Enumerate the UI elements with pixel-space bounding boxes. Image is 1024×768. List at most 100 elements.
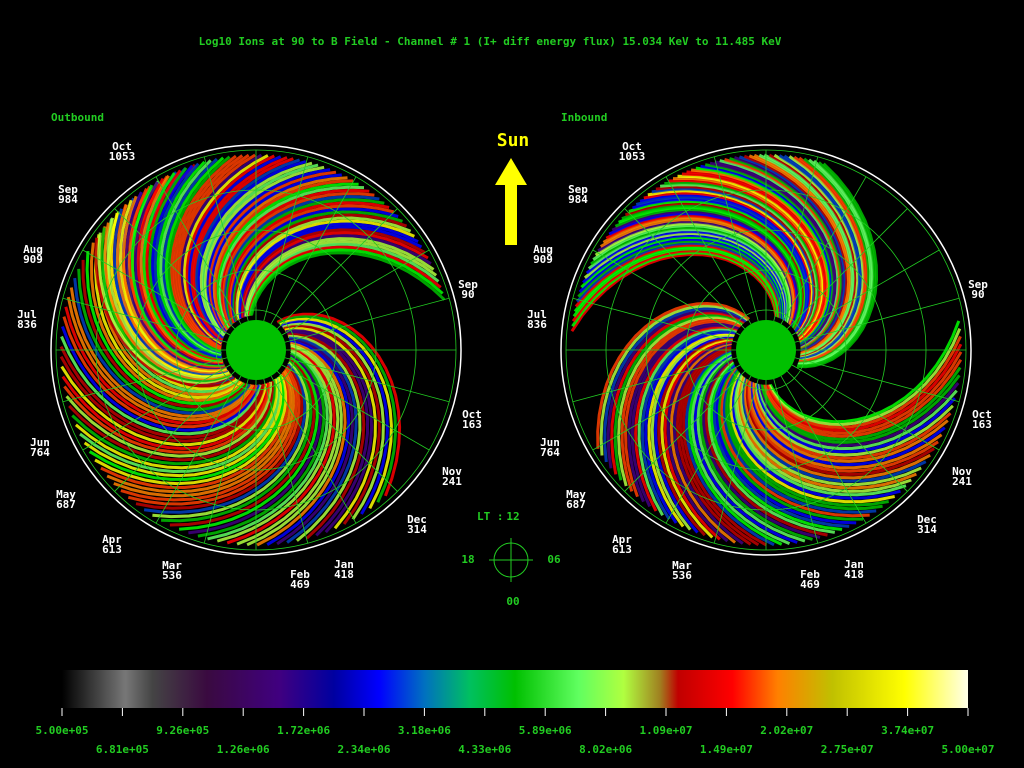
flux-stripe — [89, 242, 244, 402]
flux-stripe — [61, 375, 269, 451]
flux-stripe — [71, 380, 277, 466]
date-month: Jun — [540, 436, 560, 449]
grid-spoke — [572, 357, 738, 403]
flux-stripe — [759, 374, 961, 444]
flux-stripe — [109, 212, 229, 378]
grid-spoke — [62, 297, 228, 343]
colorbar-tick-label: 2.02e+07 — [760, 724, 813, 737]
flux-stripe — [60, 335, 262, 436]
flux-stripe — [81, 259, 248, 409]
flux-stripe — [728, 371, 895, 504]
flux-stripe — [220, 188, 370, 327]
flux-stripe — [152, 361, 310, 519]
flux-stripe — [175, 153, 250, 349]
flux-stripe — [59, 345, 264, 439]
date-month: Oct — [112, 140, 132, 153]
date-month: Feb — [800, 568, 820, 581]
flux-stripe — [256, 341, 347, 547]
planet — [736, 320, 796, 380]
orbit-boundary — [50, 144, 462, 556]
grid-spoke — [713, 378, 759, 544]
grid-spoke — [773, 378, 819, 544]
flux-stripe — [224, 195, 380, 326]
flux-stripe — [73, 277, 251, 415]
grid-spoke — [82, 364, 231, 451]
flux-stripe — [286, 336, 358, 544]
flux-stripe — [760, 366, 962, 441]
flux-stripe — [244, 237, 435, 317]
date-day: 764 — [30, 446, 50, 459]
grid-spoke — [276, 208, 398, 330]
flux-stripe — [666, 340, 733, 543]
flux-stripe — [127, 366, 301, 506]
flux-stripe — [644, 330, 736, 524]
flux-stripe — [230, 207, 399, 322]
date-month: Jul — [17, 308, 37, 321]
flux-stripe — [283, 324, 381, 525]
grid-spoke — [665, 176, 752, 325]
flux-stripe — [722, 368, 877, 514]
flux-stripe — [735, 374, 912, 493]
flux-stripe — [120, 368, 298, 502]
date-day: 90 — [461, 288, 474, 301]
flux-stripe — [93, 234, 242, 400]
flux-stripe — [240, 228, 426, 318]
flux-stripe — [197, 160, 307, 338]
flux-stripe — [204, 165, 325, 335]
date-day: 836 — [17, 318, 37, 331]
flux-stripe — [757, 382, 960, 448]
flux-stripe — [136, 177, 224, 364]
flux-stripe — [130, 184, 225, 367]
flux-stripe — [63, 382, 271, 454]
flux-stripe — [74, 379, 278, 470]
flux-stripe — [185, 154, 275, 344]
flux-stripe — [746, 380, 939, 473]
grid-spoke — [665, 375, 752, 524]
flux-stripe — [712, 362, 850, 528]
flux-stripe — [744, 379, 935, 477]
grid-spoke — [794, 357, 960, 403]
date-day: 90 — [971, 288, 984, 301]
date-day: 469 — [290, 578, 310, 591]
grid-spoke — [203, 378, 249, 544]
date-month: Sep — [968, 278, 988, 291]
grid-spoke — [281, 364, 430, 451]
flux-stripe — [195, 158, 301, 339]
flux-stripe — [650, 333, 735, 531]
sun-label: Sun — [497, 130, 530, 151]
flux-stripe — [236, 219, 415, 320]
date-month: Jan — [844, 558, 864, 571]
grid-spoke — [263, 156, 309, 322]
flux-stripe — [222, 192, 375, 326]
flux-stripe — [232, 210, 403, 322]
grid-spoke — [114, 208, 236, 330]
flux-stripe — [637, 327, 738, 517]
date-day: 418 — [844, 568, 864, 581]
date-month: Jul — [527, 308, 547, 321]
flux-stripe — [627, 321, 740, 503]
flux-stripe — [286, 331, 369, 537]
grid-spoke — [773, 156, 819, 322]
flux-stripe — [61, 325, 260, 432]
grid-spoke — [155, 375, 242, 524]
flux-stripe — [187, 155, 282, 343]
flux-stripe — [767, 327, 962, 427]
flux-stripe — [169, 358, 316, 527]
flux-stripe — [218, 185, 365, 328]
flux-stripe — [246, 242, 440, 317]
flux-stripe — [603, 306, 748, 463]
flux-stripe — [750, 382, 949, 463]
flux-stripe — [135, 365, 304, 510]
grid-spoke — [786, 208, 908, 330]
date-month: Nov — [442, 465, 462, 478]
colorbar-tick-label: 1.26e+06 — [217, 743, 270, 756]
date-month: Mar — [162, 559, 182, 572]
date-day: 687 — [56, 498, 76, 511]
flux-stripe — [164, 156, 225, 353]
date-month: Aug — [23, 243, 43, 256]
flux-stripe — [197, 352, 326, 538]
flux-stripe — [118, 199, 227, 373]
flux-stripe — [172, 154, 244, 350]
flux-stripe — [103, 222, 231, 381]
